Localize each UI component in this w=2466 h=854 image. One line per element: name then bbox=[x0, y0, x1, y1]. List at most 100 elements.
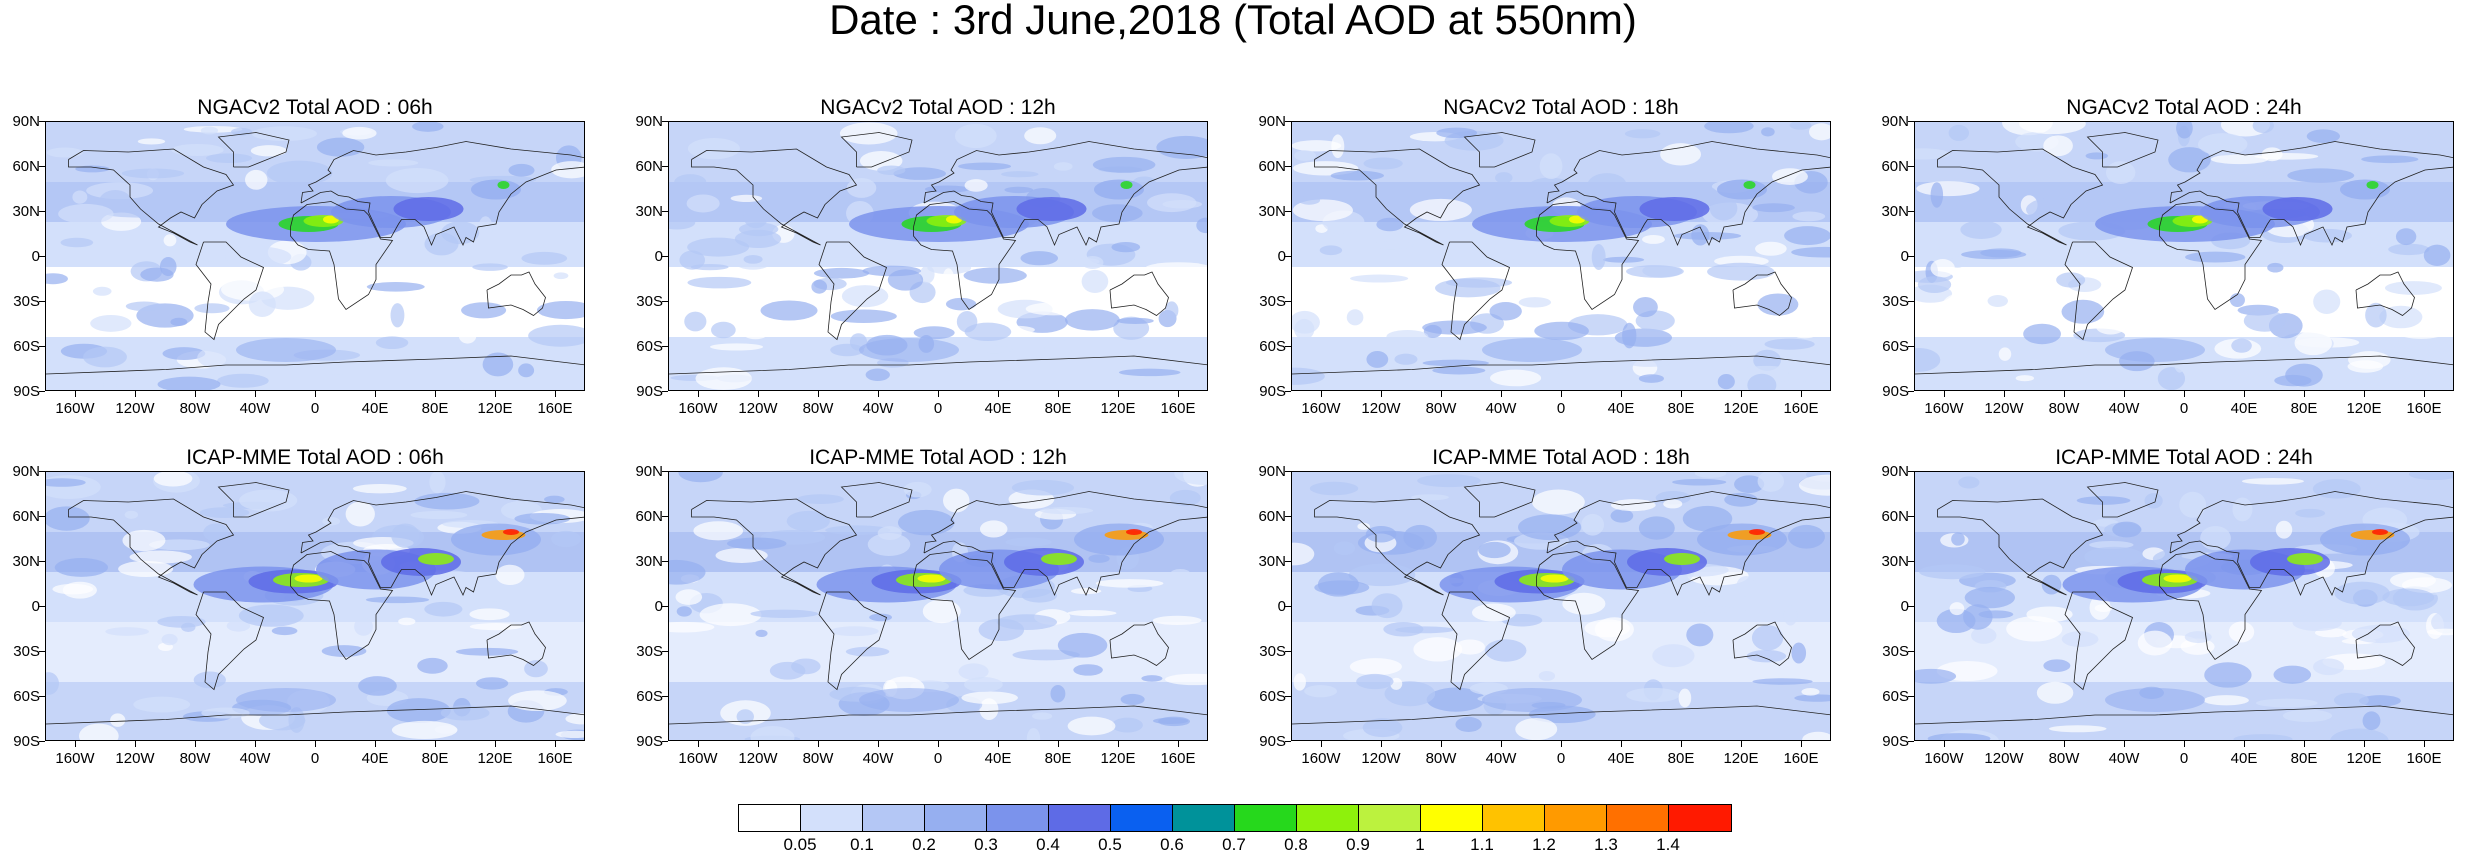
colorbar-label: 1 bbox=[1415, 835, 1425, 854]
latitude-label: 30N bbox=[635, 553, 663, 570]
coastline bbox=[300, 491, 584, 597]
latitude-tick bbox=[1908, 211, 1914, 212]
latitude-tick bbox=[1285, 301, 1291, 302]
longitude-label: 120W bbox=[1361, 400, 1401, 417]
latitude-tick bbox=[1285, 516, 1291, 517]
latitude-label: 60N bbox=[635, 508, 663, 525]
longitude-label: 80E bbox=[2290, 750, 2318, 767]
longitude-label: 40E bbox=[1607, 400, 1635, 417]
longitude-label: 160E bbox=[1160, 750, 1196, 767]
latitude-tick bbox=[662, 471, 668, 472]
map-panel: NGACv2 Total AOD : 24h 90N 60N 30N 0 30S 60S 90… bbox=[1869, 96, 2466, 446]
longitude-label: 120W bbox=[115, 400, 155, 417]
longitude-tick bbox=[998, 391, 999, 397]
longitude-tick bbox=[1801, 741, 1802, 747]
longitude-tick bbox=[2244, 391, 2245, 397]
longitude-label: 120E bbox=[2346, 400, 2382, 417]
latitude-tick bbox=[662, 651, 668, 652]
latitude-label: 90S bbox=[1259, 383, 1286, 400]
panel-title: NGACv2 Total AOD : 24h bbox=[2066, 96, 2302, 119]
latitude-tick bbox=[1285, 391, 1291, 392]
colorbar-label: 0.4 bbox=[1036, 835, 1060, 854]
coastline bbox=[68, 148, 235, 246]
longitude-label: 80W bbox=[179, 400, 211, 417]
longitude-label: 40W bbox=[239, 400, 271, 417]
longitude-tick bbox=[435, 741, 436, 747]
longitude-label: 40W bbox=[1485, 400, 1517, 417]
longitude-tick bbox=[1178, 741, 1179, 747]
latitude-tick bbox=[662, 561, 668, 562]
latitude-label: 60S bbox=[1259, 338, 1286, 355]
latitude-label: 90N bbox=[1881, 463, 1909, 480]
aod-map bbox=[46, 122, 584, 390]
longitude-label: 120W bbox=[1361, 750, 1401, 767]
latitude-label: 90S bbox=[1882, 383, 1909, 400]
coastline bbox=[290, 201, 394, 311]
latitude-tick bbox=[39, 606, 45, 607]
coastline bbox=[2064, 591, 2133, 691]
longitude-label: 0 bbox=[310, 750, 320, 767]
latitude-tick bbox=[39, 741, 45, 742]
latitude-label: 0 bbox=[1900, 248, 1909, 265]
longitude-label: 80W bbox=[1425, 400, 1457, 417]
latitude-tick bbox=[39, 211, 45, 212]
latitude-tick bbox=[1285, 606, 1291, 607]
colorbar-swatch bbox=[863, 805, 925, 831]
longitude-label: 80E bbox=[1044, 400, 1072, 417]
longitude-label: 0 bbox=[2179, 400, 2189, 417]
latitude-tick bbox=[662, 301, 668, 302]
latitude-tick bbox=[1285, 741, 1291, 742]
latitude-label: 30N bbox=[1258, 553, 1286, 570]
latitude-tick bbox=[39, 301, 45, 302]
latitude-label: 0 bbox=[1277, 248, 1286, 265]
coastline bbox=[1109, 621, 1169, 666]
longitude-tick bbox=[375, 391, 376, 397]
longitude-label: 80E bbox=[1044, 750, 1072, 767]
colorbar-swatch bbox=[1111, 805, 1173, 831]
latitude-tick bbox=[1908, 561, 1914, 562]
longitude-tick bbox=[1058, 741, 1059, 747]
longitude-label: 0 bbox=[933, 750, 943, 767]
longitude-label: 0 bbox=[1556, 750, 1566, 767]
longitude-tick bbox=[1058, 391, 1059, 397]
panel-title: ICAP-MME Total AOD : 06h bbox=[186, 446, 444, 469]
longitude-label: 120W bbox=[1984, 400, 2024, 417]
longitude-label: 120W bbox=[738, 750, 778, 767]
latitude-label: 30N bbox=[12, 203, 40, 220]
longitude-label: 120E bbox=[2346, 750, 2382, 767]
coastline bbox=[2086, 482, 2159, 518]
latitude-tick bbox=[662, 211, 668, 212]
longitude-tick bbox=[135, 391, 136, 397]
map-frame bbox=[1914, 121, 2454, 391]
longitude-tick bbox=[315, 391, 316, 397]
map-frame bbox=[668, 471, 1208, 741]
coastline bbox=[2086, 132, 2159, 168]
latitude-tick bbox=[662, 516, 668, 517]
latitude-label: 30S bbox=[1259, 643, 1286, 660]
coastline bbox=[840, 132, 913, 168]
longitude-label: 160E bbox=[2406, 750, 2442, 767]
coastline bbox=[691, 148, 858, 246]
longitude-tick bbox=[195, 391, 196, 397]
latitude-label: 60N bbox=[1881, 508, 1909, 525]
coastline bbox=[1292, 705, 1830, 725]
colorbar bbox=[738, 804, 1732, 832]
longitude-label: 40E bbox=[984, 750, 1012, 767]
latitude-tick bbox=[39, 256, 45, 257]
latitude-label: 30N bbox=[1881, 203, 1909, 220]
longitude-tick bbox=[495, 391, 496, 397]
latitude-label: 90N bbox=[12, 463, 40, 480]
coastline bbox=[1441, 591, 1510, 691]
longitude-tick bbox=[2304, 391, 2305, 397]
latitude-label: 60N bbox=[1258, 508, 1286, 525]
coastline bbox=[2159, 201, 2263, 311]
colorbar-label: 1.4 bbox=[1656, 835, 1680, 854]
longitude-tick bbox=[1441, 391, 1442, 397]
longitude-tick bbox=[1621, 741, 1622, 747]
latitude-tick bbox=[1908, 391, 1914, 392]
panel-title: NGACv2 Total AOD : 06h bbox=[197, 96, 433, 119]
coastline bbox=[2355, 621, 2415, 666]
coastline bbox=[818, 241, 887, 341]
longitude-tick bbox=[255, 391, 256, 397]
coastline bbox=[669, 355, 1207, 375]
